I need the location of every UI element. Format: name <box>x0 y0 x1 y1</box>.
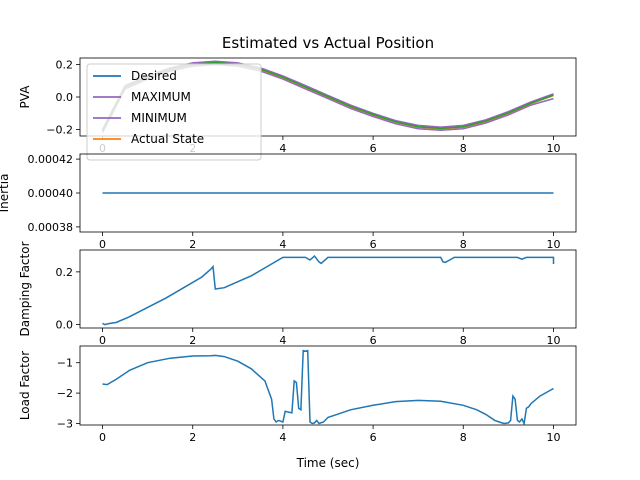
y-tick-label: −2 <box>57 387 73 400</box>
legend: Desired MAXIMUM MINIMUM Actual State <box>86 63 262 161</box>
y-tick-label: 0.0 <box>56 91 74 104</box>
subplot-2: 0 2 4 6 8 10 0.00042 0.00040 0.00038 Inertia <box>0 153 577 251</box>
x-tick-label: 2 <box>189 238 196 251</box>
x-tick-label: 0 <box>99 334 106 347</box>
x-tick-label: 4 <box>279 334 286 347</box>
subplot-4: 0 2 4 6 8 10 −1 −2 −3 Load Factor <box>18 345 577 444</box>
legend-entry: MAXIMUM <box>131 90 191 104</box>
plot-area <box>102 255 555 326</box>
y-tick-label: 0.00040 <box>28 187 74 200</box>
legend-entry: Desired <box>131 69 177 83</box>
x-tick-label: 6 <box>370 142 377 155</box>
x-tick-label: 8 <box>460 238 467 251</box>
series-line-1 <box>102 349 554 425</box>
axes-frame <box>79 345 577 426</box>
x-tick-label: 6 <box>370 431 377 444</box>
x-tick-label: 8 <box>460 142 467 155</box>
plot-area <box>102 349 554 425</box>
x-tick-label: 10 <box>546 238 560 251</box>
x-tick-label: 0 <box>99 431 106 444</box>
legend-box <box>86 63 262 161</box>
y-axis-label: PVA <box>18 85 32 109</box>
x-tick-label: 4 <box>279 431 286 444</box>
chart-title: Estimated vs Actual Position <box>222 34 434 52</box>
y-axis-label: Damping Factor <box>18 241 32 336</box>
x-tick-label: 4 <box>279 238 286 251</box>
y-tick-label: −1 <box>57 357 73 370</box>
x-tick-label: 10 <box>546 142 560 155</box>
legend-entry: Actual State <box>131 132 204 146</box>
x-tick-label: 10 <box>546 334 560 347</box>
x-tick-label: 8 <box>460 334 467 347</box>
y-axis-label: Inertia <box>0 174 11 213</box>
y-tick-label: 0.2 <box>56 59 74 72</box>
y-tick-label: 0.2 <box>56 266 74 279</box>
y-tick-label: 0.00042 <box>28 153 74 166</box>
y-tick-label: −0.2 <box>46 124 73 137</box>
subplot-1: 02468100.20.0−0.2PVADesiredMAXIMUMMINIMU… <box>18 57 577 161</box>
x-tick-label: 2 <box>189 431 196 444</box>
subplots: 0 2 4 6 8 10 0.2 0.0 −0.2 PVA Desired MAXIMUM MINIMU… <box>0 57 577 444</box>
x-tick-label: 4 <box>279 142 286 155</box>
x-tick-label: 6 <box>370 334 377 347</box>
series-line-1 <box>102 255 555 326</box>
x-tick-label: 8 <box>460 431 467 444</box>
x-tick-label: 10 <box>546 431 560 444</box>
subplot-3: 0 2 4 6 8 10 0.2 0.0 Damping Factor <box>18 241 577 347</box>
y-axis-label: Load Factor <box>18 351 32 420</box>
y-tick-label: 0.0 <box>56 319 74 332</box>
legend-entry: MINIMUM <box>131 111 187 125</box>
x-tick-label: 0 <box>99 238 106 251</box>
x-tick-label: 6 <box>370 238 377 251</box>
y-tick-label: 0.00038 <box>28 221 74 234</box>
x-axis-label: Time (sec) <box>296 456 360 470</box>
axes-frame <box>79 249 577 329</box>
y-tick-label: −3 <box>57 417 73 430</box>
x-tick-label: 2 <box>189 334 196 347</box>
